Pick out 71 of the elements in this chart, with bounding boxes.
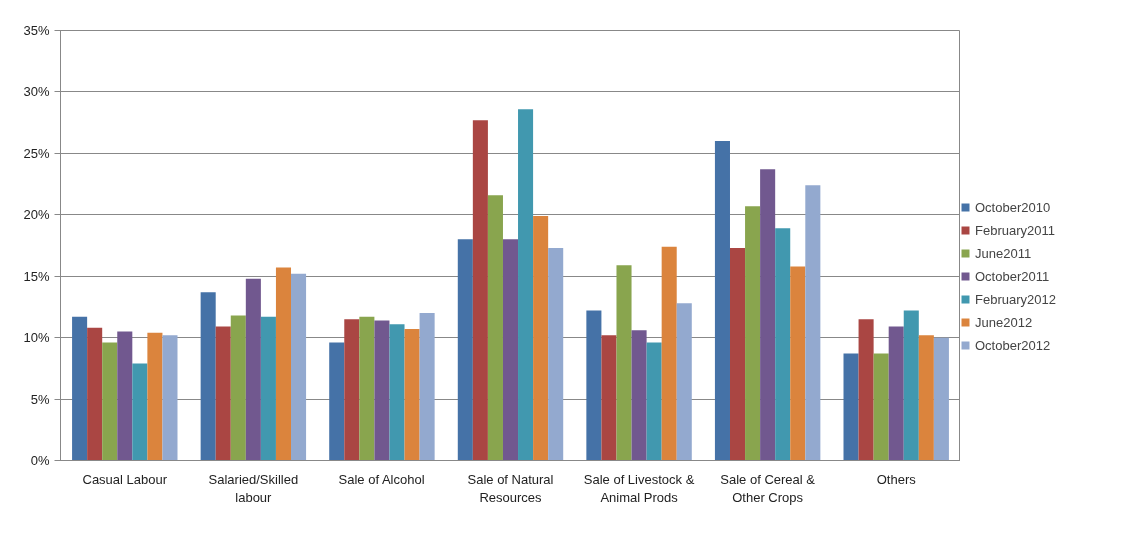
bar — [102, 342, 118, 461]
bar — [162, 335, 178, 461]
bar — [548, 247, 564, 461]
bar — [729, 247, 746, 461]
bar — [260, 316, 276, 461]
bar — [329, 342, 345, 461]
bar — [518, 109, 534, 461]
legend-label: February2011 — [975, 222, 1055, 238]
bar — [230, 315, 246, 461]
bar — [873, 353, 889, 461]
bar — [858, 319, 874, 461]
bar — [888, 326, 904, 461]
bar — [631, 330, 647, 461]
bar — [760, 169, 776, 461]
bar — [117, 331, 133, 461]
bar — [419, 313, 435, 461]
x-tick-label: Sale of Livestock & Animal Prods — [583, 471, 695, 505]
y-tick-label: 30% — [23, 84, 50, 100]
bar — [661, 246, 677, 461]
y-tick-label: 35% — [23, 23, 50, 38]
y-tick-label: 25% — [23, 145, 50, 161]
bar — [200, 292, 216, 461]
y-tick-label: 0% — [30, 453, 50, 468]
x-tick-label: Others — [876, 471, 917, 487]
bar — [843, 353, 859, 461]
y-tick-label: 15% — [23, 268, 50, 284]
bar — [374, 320, 390, 461]
x-tick-label: Sale of Alcohol — [338, 471, 425, 487]
bar — [616, 265, 632, 461]
bar — [601, 335, 617, 461]
bar — [404, 329, 420, 461]
bar — [775, 228, 791, 461]
x-tick-label: Salaried/Skilled labour — [208, 471, 299, 505]
bar — [344, 319, 360, 461]
legend-label: October2010 — [975, 199, 1051, 215]
legend-label: June2011 — [975, 245, 1032, 261]
bar — [291, 273, 307, 461]
bar — [903, 310, 919, 461]
bar — [805, 185, 821, 461]
x-tick-label: Casual Labour — [82, 471, 168, 487]
bar — [147, 332, 163, 461]
bar — [646, 342, 662, 461]
bar — [790, 266, 806, 461]
bar — [745, 206, 761, 461]
x-tick-label: Sale of Cereal & Other Crops — [720, 471, 816, 505]
bar — [918, 335, 934, 461]
bar — [676, 303, 692, 461]
legend-label: October2012 — [975, 337, 1051, 353]
bar — [275, 267, 292, 461]
legend-label: February2012 — [975, 291, 1056, 307]
bar — [487, 195, 503, 461]
bar — [714, 141, 730, 461]
bar — [72, 316, 88, 461]
bar — [215, 326, 231, 461]
y-tick-label: 5% — [30, 391, 50, 407]
bar — [132, 363, 148, 461]
bar — [533, 216, 549, 461]
bar — [472, 120, 488, 461]
bar — [389, 324, 405, 461]
legend-label: June2012 — [975, 314, 1033, 330]
bar — [457, 239, 473, 461]
y-tick-label: 10% — [23, 330, 50, 346]
bar — [87, 327, 103, 461]
bar — [359, 316, 375, 461]
bar — [245, 278, 261, 461]
bar — [586, 310, 602, 461]
bar — [502, 239, 519, 461]
y-tick-label: 20% — [23, 207, 50, 223]
x-tick-label: Sale of Natural Resources — [467, 471, 554, 505]
legend-label: October2011 — [975, 268, 1050, 284]
bar — [933, 337, 949, 461]
